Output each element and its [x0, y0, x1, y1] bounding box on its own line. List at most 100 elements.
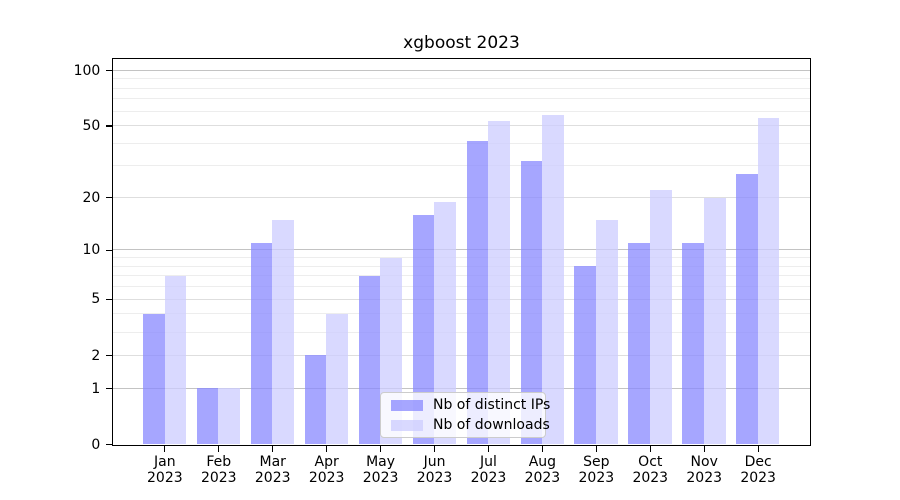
- y-tick-label-1: 1: [91, 380, 101, 397]
- x-tick-label-may-2023: May 2023: [349, 454, 413, 486]
- x-label-month: Jun: [423, 453, 446, 470]
- gridline-90: [113, 78, 810, 80]
- x-label-year: 2023: [578, 469, 615, 486]
- x-label-month: Aug: [528, 453, 557, 470]
- bar-downloads-sep-2023: [596, 219, 618, 445]
- gridline-40: [113, 142, 810, 144]
- y-tick-label-0: 0: [91, 436, 101, 453]
- bar-distinct-ips-apr-2023: [304, 355, 327, 445]
- y-tick-2: [106, 355, 112, 357]
- bar-distinct-ips-sep-2023: [574, 266, 597, 445]
- y-tick-5: [106, 298, 112, 301]
- y-tick-label-2: 2: [91, 347, 101, 364]
- gridline-6: [113, 286, 810, 288]
- bar-downloads-nov-2023: [703, 197, 726, 445]
- legend: Nb of distinct IPs Nb of downloads: [380, 392, 550, 438]
- gridline-8: [113, 265, 810, 267]
- bar-distinct-ips-mar-2023: [250, 242, 273, 445]
- y-tick-1: [106, 387, 112, 390]
- bar-distinct-ips-jan-2023: [142, 313, 165, 445]
- x-tick-label-jun-2023: Jun 2023: [403, 454, 467, 486]
- x-label-month: May: [366, 453, 396, 470]
- x-label-year: 2023: [200, 469, 237, 486]
- x-label-year: 2023: [632, 469, 669, 486]
- x-tick-label-sep-2023: Sep 2023: [564, 454, 628, 486]
- x-tick-label-aug-2023: Aug 2023: [510, 454, 574, 486]
- bar-distinct-ips-dec-2023: [736, 174, 758, 445]
- bar-downloads-aug-2023: [542, 115, 564, 445]
- x-tick-label-nov-2023: Nov 2023: [672, 454, 736, 486]
- x-tick-jul-2023: [487, 446, 490, 452]
- gridline-60: [113, 110, 810, 112]
- x-label-year: 2023: [470, 469, 507, 486]
- legend-swatch-downloads: [391, 419, 423, 431]
- x-tick-nov-2023: [703, 446, 705, 452]
- gridline-1: [113, 387, 810, 389]
- y-tick-label-20: 20: [82, 189, 101, 206]
- x-tick-label-apr-2023: Apr 2023: [295, 454, 359, 486]
- x-tick-oct-2023: [649, 446, 651, 452]
- bar-distinct-ips-nov-2023: [682, 242, 704, 445]
- x-label-year: 2023: [740, 469, 776, 486]
- bar-distinct-ips-feb-2023: [196, 388, 219, 445]
- legend-item-distinct-ips: Nb of distinct IPs: [391, 397, 550, 413]
- chart-title: xgboost 2023: [403, 33, 520, 53]
- gridline-7: [113, 275, 810, 277]
- x-tick-label-jan-2023: Jan 2023: [133, 454, 197, 486]
- x-label-month: Jan: [154, 453, 176, 470]
- y-tick-label-100: 100: [73, 62, 101, 79]
- bar-downloads-dec-2023: [757, 118, 780, 445]
- x-label-year: 2023: [362, 469, 399, 486]
- gridline-2: [113, 354, 810, 356]
- x-tick-sep-2023: [595, 446, 597, 452]
- bar-downloads-apr-2023: [326, 313, 348, 445]
- x-label-month: Nov: [690, 453, 718, 470]
- x-tick-mar-2023: [272, 446, 274, 452]
- legend-label-downloads: Nb of downloads: [433, 416, 550, 433]
- y-tick-10: [106, 249, 112, 251]
- y-tick-50: [106, 125, 112, 127]
- x-label-month: Jul: [480, 453, 497, 470]
- bar-distinct-ips-may-2023: [358, 275, 381, 445]
- y-tick-label-5: 5: [91, 291, 101, 308]
- gridline-3: [113, 331, 810, 333]
- x-label-month: Sep: [583, 453, 610, 470]
- grid-layer: [113, 59, 810, 445]
- x-tick-jan-2023: [164, 446, 166, 452]
- x-label-year: 2023: [416, 469, 453, 486]
- bar-downloads-jul-2023: [488, 120, 510, 445]
- x-tick-dec-2023: [757, 446, 759, 452]
- y-tick-100: [106, 69, 112, 72]
- gridline-100: [113, 69, 810, 71]
- x-label-month: Dec: [744, 453, 772, 470]
- x-label-year: 2023: [524, 469, 561, 486]
- gridline-5: [113, 298, 810, 300]
- bar-downloads-mar-2023: [272, 219, 294, 445]
- y-tick-20: [106, 197, 112, 199]
- y-tick-0: [106, 444, 112, 446]
- bar-distinct-ips-oct-2023: [628, 242, 650, 445]
- legend-swatch-distinct-ips: [391, 399, 423, 411]
- bar-distinct-ips-aug-2023: [520, 160, 543, 445]
- x-label-month: Oct: [638, 453, 663, 470]
- gridline-30: [113, 165, 810, 167]
- x-tick-jun-2023: [433, 446, 436, 452]
- x-label-year: 2023: [254, 469, 291, 486]
- x-label-year: 2023: [308, 469, 345, 486]
- x-tick-label-jul-2023: Jul 2023: [456, 454, 520, 486]
- x-tick-apr-2023: [326, 446, 328, 452]
- x-tick-label-oct-2023: Oct 2023: [618, 454, 682, 486]
- gridline-20: [113, 197, 810, 199]
- bar-downloads-oct-2023: [649, 190, 672, 445]
- gridline-10: [113, 249, 810, 251]
- bar-downloads-feb-2023: [218, 388, 241, 445]
- gridline-70: [113, 98, 810, 100]
- x-tick-aug-2023: [541, 446, 543, 452]
- y-tick-label-10: 10: [82, 242, 101, 259]
- y-tick-label-50: 50: [82, 117, 101, 134]
- x-label-year: 2023: [147, 469, 183, 486]
- bar-distinct-ips-jul-2023: [466, 141, 489, 445]
- x-tick-may-2023: [379, 446, 382, 452]
- bars-layer: [113, 59, 810, 445]
